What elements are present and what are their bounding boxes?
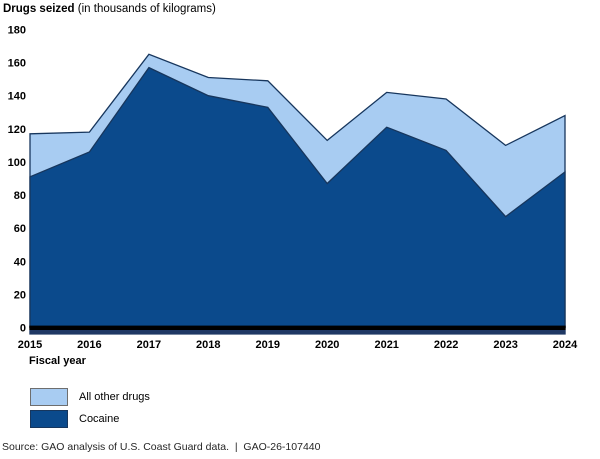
legend-label-all-other-drugs: All other drugs (79, 391, 150, 403)
chart-title: Drugs seized (in thousands of kilograms) (3, 3, 216, 15)
y-tick-180: 180 (8, 25, 26, 37)
x-tick-2017: 2017 (137, 339, 161, 351)
legend: All other drugs Cocaine (30, 388, 150, 432)
x-tick-2023: 2023 (493, 339, 517, 351)
y-tick-80: 80 (14, 190, 26, 202)
x-tick-2024: 2024 (553, 339, 578, 351)
chart-title-main: Drugs seized (3, 3, 75, 15)
x-axis-bar (29, 330, 566, 335)
chart-title-unit: (in thousands of kilograms) (74, 3, 216, 15)
legend-swatch-cocaine (30, 410, 68, 428)
x-tick-2021: 2021 (374, 339, 398, 351)
legend-swatch-all-other-drugs (30, 388, 68, 406)
x-tick-2015: 2015 (18, 339, 42, 351)
y-tick-120: 120 (8, 124, 26, 136)
y-tick-0: 0 (20, 323, 26, 335)
x-axis-title: Fiscal year (29, 355, 86, 367)
x-tick-2022: 2022 (434, 339, 458, 351)
y-tick-40: 40 (14, 256, 26, 268)
x-axis-line (29, 325, 566, 330)
source-note: Source: GAO analysis of U.S. Coast Guard… (2, 441, 321, 453)
legend-item-cocaine: Cocaine (30, 410, 150, 428)
x-axis-tick-labels: 2015 2016 2017 2018 2019 2020 2021 2022 2023 2024 (18, 339, 578, 351)
legend-label-cocaine: Cocaine (79, 413, 120, 425)
y-tick-140: 140 (8, 91, 26, 103)
y-tick-100: 100 (8, 157, 26, 169)
x-tick-2020: 2020 (315, 339, 339, 351)
legend-item-all-other-drugs: All other drugs (30, 388, 150, 406)
x-tick-2018: 2018 (196, 339, 220, 351)
x-tick-2019: 2019 (256, 339, 280, 351)
x-tick-2016: 2016 (77, 339, 101, 351)
y-tick-60: 60 (14, 223, 26, 235)
y-tick-160: 160 (8, 58, 26, 70)
y-axis-tick-labels: 0 20 40 60 80 100 120 140 160 180 (8, 25, 26, 335)
y-tick-20: 20 (14, 289, 26, 301)
